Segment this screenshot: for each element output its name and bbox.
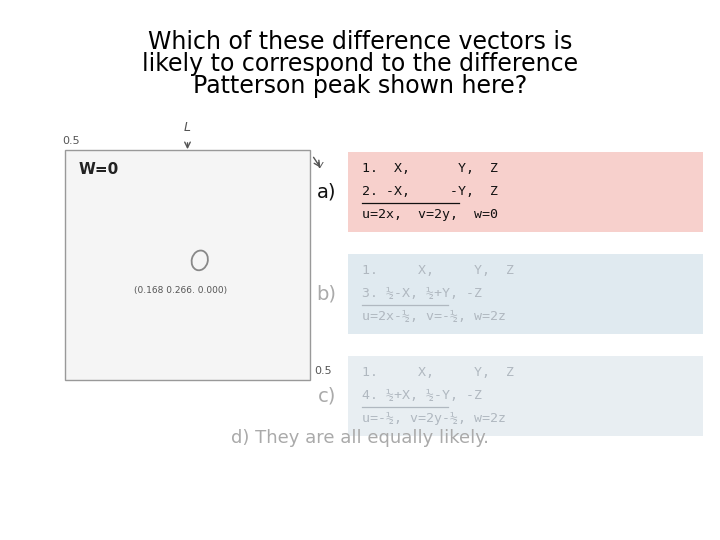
Text: 1.     X,     Y,  Z: 1. X, Y, Z — [362, 366, 514, 379]
Text: 1.  X,      Y,  Z: 1. X, Y, Z — [362, 162, 498, 175]
Text: a): a) — [317, 183, 336, 201]
Text: u=2x,  v=2y,  w=0: u=2x, v=2y, w=0 — [362, 208, 498, 221]
Text: L: L — [184, 121, 191, 134]
Text: 0.5: 0.5 — [62, 136, 80, 146]
Text: 1.     X,     Y,  Z: 1. X, Y, Z — [362, 264, 514, 277]
Text: c): c) — [318, 387, 336, 406]
Text: v: v — [316, 160, 323, 170]
Text: 3. ½-X, ½+Y, -Z: 3. ½-X, ½+Y, -Z — [362, 287, 482, 300]
Bar — [348, 356, 703, 436]
Text: likely to correspond to the difference: likely to correspond to the difference — [142, 52, 578, 76]
Text: Which of these difference vectors is: Which of these difference vectors is — [148, 30, 572, 54]
Bar — [65, 150, 310, 380]
Text: 2. -X,     -Y,  Z: 2. -X, -Y, Z — [362, 185, 498, 198]
Text: Patterson peak shown here?: Patterson peak shown here? — [193, 74, 527, 98]
Text: d) They are all equally likely.: d) They are all equally likely. — [231, 429, 489, 447]
Bar — [348, 152, 703, 232]
Text: 4. ½+X, ½-Y, -Z: 4. ½+X, ½-Y, -Z — [362, 389, 482, 402]
Text: b): b) — [316, 285, 336, 303]
Text: 0.5: 0.5 — [314, 366, 332, 376]
Bar — [348, 254, 703, 334]
Text: W=0: W=0 — [79, 162, 120, 177]
Text: (0.168 0.266. 0.000): (0.168 0.266. 0.000) — [134, 286, 227, 295]
Text: u=2x-½, v=-½, w=2z: u=2x-½, v=-½, w=2z — [362, 310, 506, 323]
Text: u=-½, v=2y-½, w=2z: u=-½, v=2y-½, w=2z — [362, 412, 506, 425]
